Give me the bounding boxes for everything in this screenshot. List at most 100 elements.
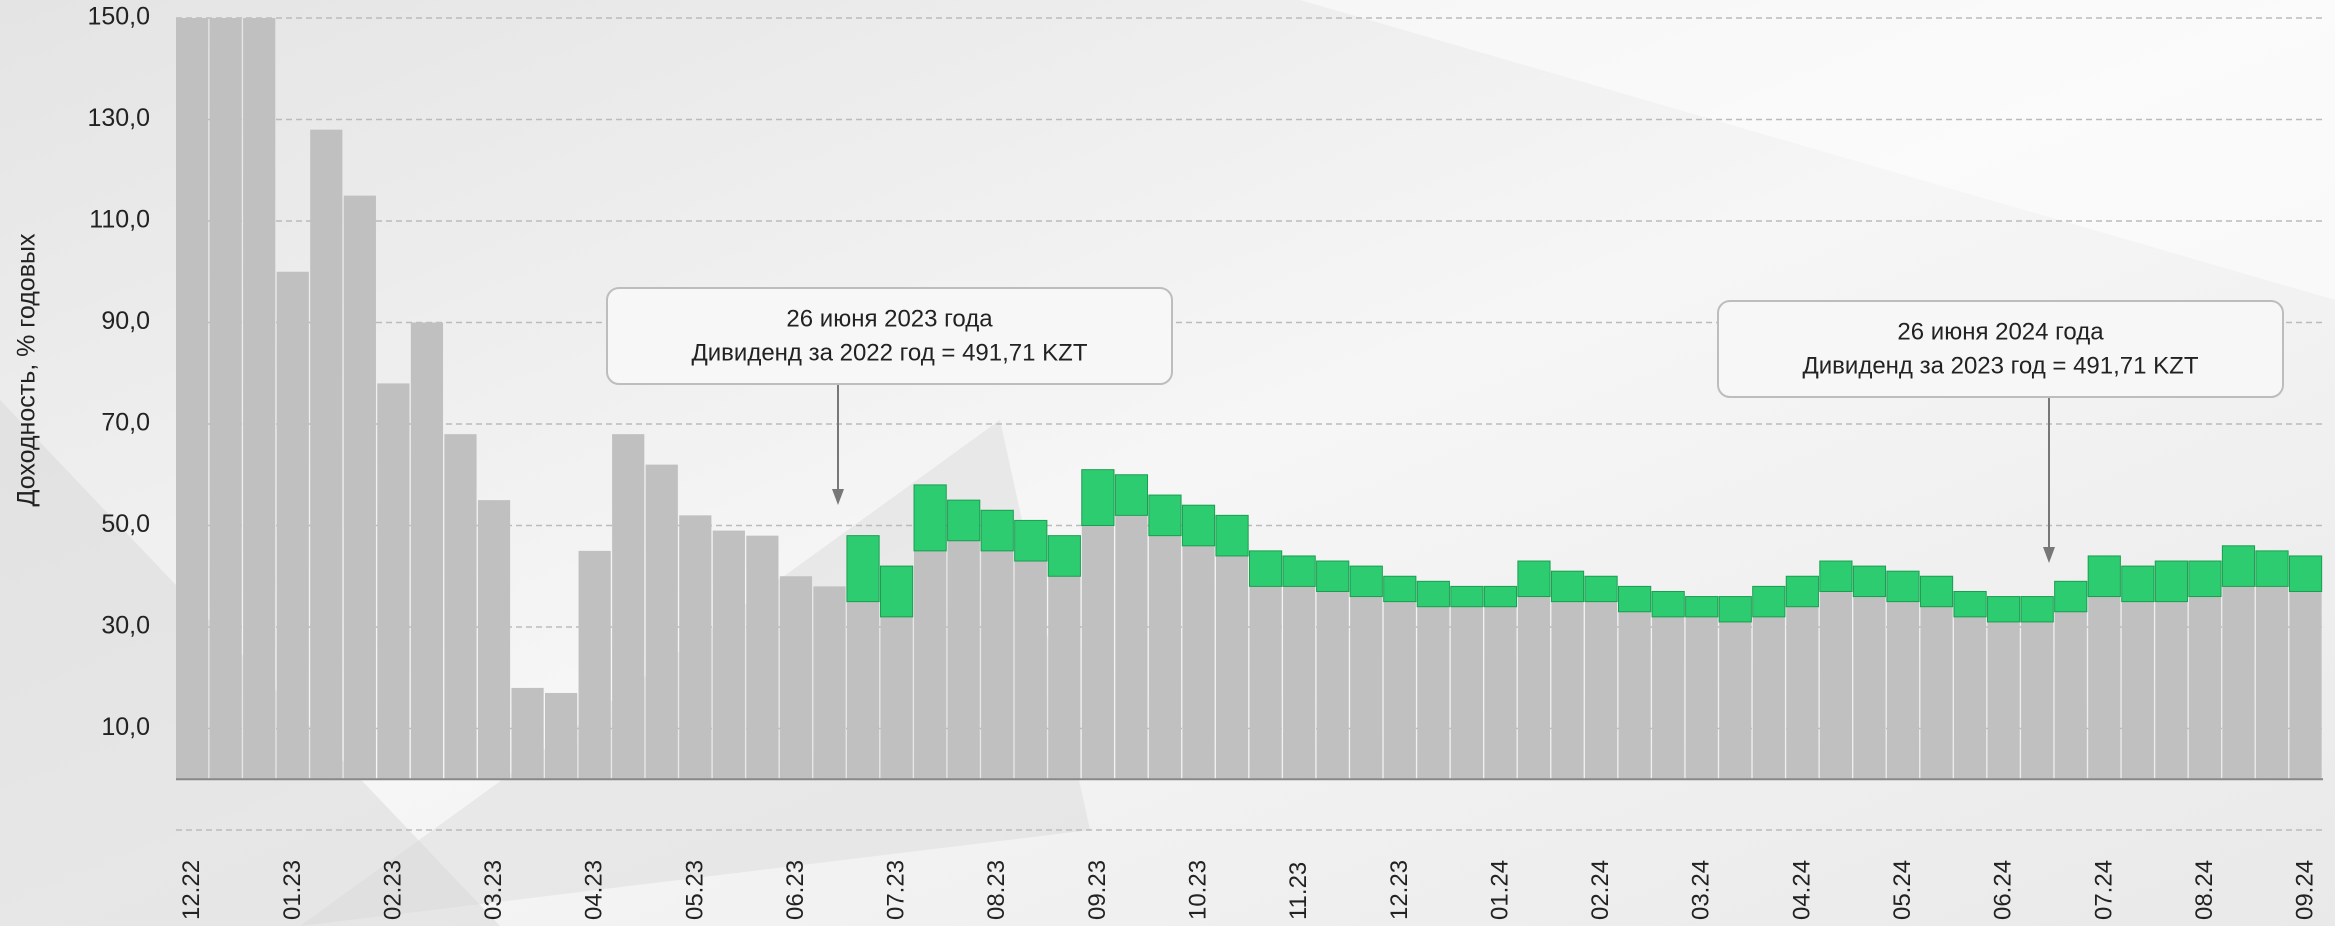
range-bar (1047, 535, 1081, 577)
x-tick-label: 04.23 (581, 860, 608, 920)
bar (1920, 606, 1953, 780)
range-bar (1483, 585, 1518, 608)
annotation-text: Дивиденд за 2023 год = 491,71 KZT (1803, 352, 2199, 379)
annotation-text: Дивиденд за 2022 год = 491,71 KZT (692, 339, 1088, 366)
bar (2222, 586, 2255, 780)
bar (1048, 576, 1081, 780)
bar (444, 434, 477, 780)
range-bar (1215, 514, 1249, 557)
x-tick-label: 07.24 (2090, 860, 2117, 920)
x-tick-label: 03.24 (1688, 860, 1715, 920)
x-tick-label: 06.24 (1990, 860, 2017, 920)
bar (1350, 596, 1383, 780)
bar (914, 550, 947, 780)
range-bar (913, 484, 947, 552)
bar (1517, 596, 1551, 780)
bar (1115, 515, 1148, 780)
bar (243, 18, 276, 780)
bar (2155, 601, 2188, 780)
x-tick-label: 01.23 (279, 860, 306, 920)
bar (377, 383, 410, 780)
bar (1014, 561, 1047, 780)
bar (2289, 591, 2322, 780)
annotation-date: 26 июня 2023 года (786, 305, 993, 332)
annotation-arrowhead (2043, 547, 2055, 563)
range-bar (1450, 585, 1484, 608)
bar (679, 515, 712, 780)
range-bar (2288, 555, 2323, 592)
bar (209, 18, 242, 780)
range-bar (1249, 550, 1283, 587)
range-bar (2054, 580, 2088, 613)
bar (578, 550, 611, 780)
x-tick-label: 05.24 (1889, 860, 1916, 920)
range-bar (947, 499, 981, 542)
bar (1584, 601, 1618, 780)
bar (1484, 606, 1517, 780)
bar (1283, 586, 1316, 780)
y-axis-label: Доходность, % годовых (13, 233, 41, 506)
x-tick-label: 02.23 (379, 860, 406, 920)
bar (343, 195, 376, 780)
range-bar (1316, 560, 1350, 592)
bar (1249, 586, 1282, 780)
range-bar (1550, 570, 1585, 603)
bar (1819, 591, 1853, 780)
range-bar (1752, 585, 1786, 618)
range-bar (1517, 560, 1551, 598)
range-bar (2221, 545, 2256, 587)
x-tick-label: 07.23 (883, 860, 910, 920)
y-tick-label: 110,0 (89, 206, 150, 234)
y-tick-label: 150,0 (87, 3, 150, 31)
range-bar (1383, 575, 1417, 603)
x-tick-label: 08.23 (983, 860, 1010, 920)
bar (1987, 621, 2020, 780)
bar (2255, 586, 2289, 780)
range-bar (1819, 560, 1853, 592)
bar (1652, 616, 1685, 780)
range-bar (1618, 585, 1652, 613)
bar (1886, 601, 1920, 780)
range-bar (2255, 550, 2289, 587)
bar (176, 18, 209, 780)
bar (981, 550, 1014, 780)
x-tick-label: 06.23 (782, 860, 809, 920)
bar (645, 464, 678, 780)
range-bar (1014, 519, 1048, 562)
bar (2188, 596, 2222, 780)
bar (477, 500, 511, 780)
bar (1853, 596, 1886, 780)
range-bar (1181, 504, 1216, 547)
bar (511, 687, 544, 780)
annotation-box (1717, 300, 2284, 398)
x-tick-label: 12.22 (178, 860, 205, 920)
bg-shape (1300, 0, 2335, 300)
annotation-box (606, 287, 1173, 385)
y-tick-label: 30,0 (101, 612, 150, 640)
bar (947, 540, 980, 780)
range-bar (1886, 570, 1920, 603)
bar (1752, 616, 1785, 780)
range-bar (2020, 596, 2054, 623)
x-tick-label: 05.23 (681, 860, 708, 920)
bar (746, 535, 779, 780)
range-bar (1651, 590, 1685, 618)
x-tick-label: 02.24 (1587, 860, 1614, 920)
bar (1316, 591, 1349, 780)
range-bar (1282, 555, 1316, 587)
range-bar (2188, 560, 2222, 598)
x-tick-label: 10.23 (1185, 860, 1212, 920)
bar (1551, 601, 1584, 780)
range-bar (1785, 575, 1819, 608)
bar (1081, 525, 1114, 780)
x-tick-label: 04.24 (1788, 860, 1815, 920)
bar (779, 576, 813, 780)
range-bar (1953, 590, 1987, 618)
range-bar (1584, 575, 1618, 603)
range-bar (2087, 555, 2121, 598)
bar (1450, 606, 1483, 780)
bar (1383, 601, 1416, 780)
bar (2121, 601, 2154, 780)
range-bar (1685, 596, 1719, 618)
